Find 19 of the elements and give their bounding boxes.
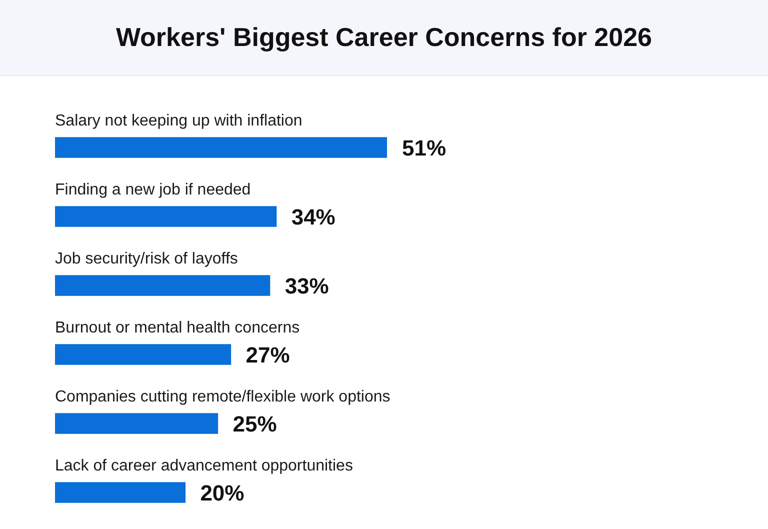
bar [55, 275, 270, 296]
data-label: 33% [284, 274, 329, 299]
y-tick-label: Lack of career advancement opportunities [55, 458, 353, 474]
bar [55, 482, 186, 503]
bar [55, 344, 232, 365]
y-tick-label: Salary not keeping up with inflation [55, 112, 302, 130]
y-tick-label: Job security/risk of layoffs [55, 250, 238, 268]
data-label: 25% [232, 412, 277, 437]
y-tick-label: Finding a new job if needed [55, 182, 251, 198]
data-label: 27% [246, 342, 290, 368]
chart-title: Workers' Biggest Career Concerns for 2026 [116, 22, 652, 53]
data-label: 34% [291, 204, 336, 230]
bar [55, 413, 218, 434]
bar [55, 137, 387, 158]
data-label: 20% [200, 480, 244, 506]
y-tick-label: Burnout or mental health concerns [55, 320, 300, 336]
bar [55, 206, 277, 227]
y-tick-label: Companies cutting remote/flexible work options [55, 388, 390, 406]
data-label: 51% [402, 136, 446, 161]
